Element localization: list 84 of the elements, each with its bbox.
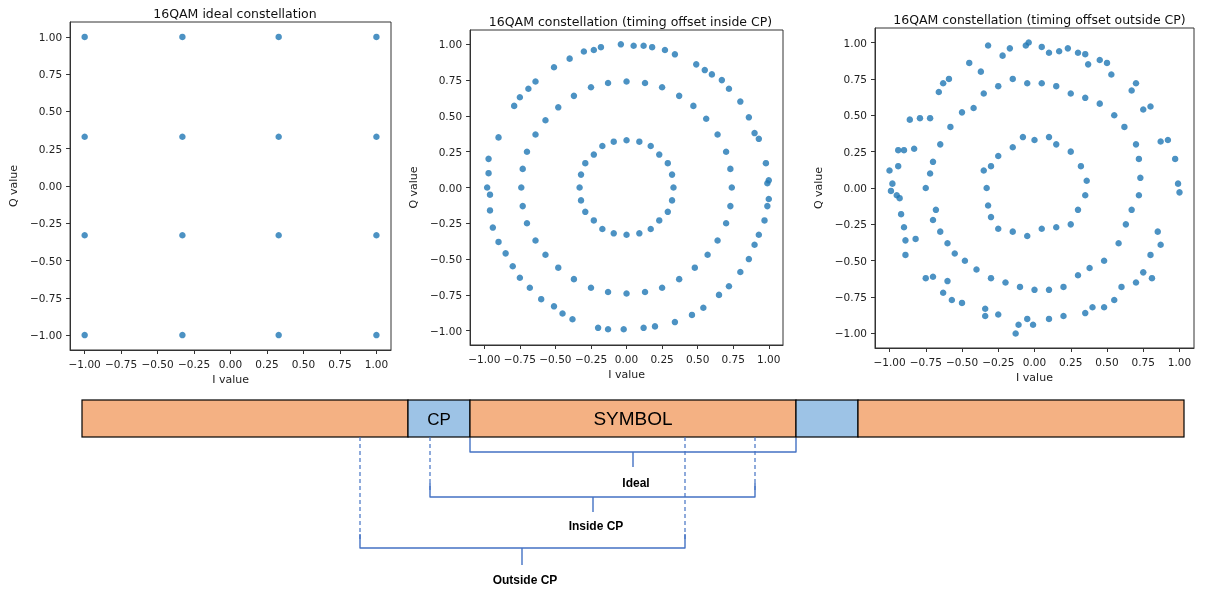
- x-tick-label: 0.00: [218, 357, 243, 370]
- chart-title: 16QAM constellation (timing offset inside CP): [488, 14, 773, 29]
- y-tick-label: 0.00: [438, 181, 463, 194]
- x-tick-label: −1.00: [873, 355, 906, 368]
- y-tick-label: 1.00: [38, 30, 63, 43]
- y-tick-label: −1.00: [29, 329, 63, 342]
- point: [179, 231, 186, 239]
- point: [373, 331, 380, 339]
- x-tick-label: 0.50: [291, 357, 316, 370]
- x-tick-label: 1.00: [364, 357, 389, 370]
- x-tick-label: −0.50: [141, 357, 174, 370]
- point: [373, 33, 380, 41]
- x-tick-label: −0.50: [539, 352, 572, 365]
- y-tick-label: −0.75: [834, 291, 867, 304]
- x-tick-label: −0.75: [503, 352, 536, 365]
- x-tick-label: −0.50: [945, 355, 979, 368]
- point: [275, 133, 282, 141]
- point: [179, 33, 186, 41]
- point: [81, 331, 88, 339]
- text: Inside CP: [568, 519, 624, 533]
- y-tick-label: 0.00: [843, 182, 867, 194]
- x-tick-label: 0.00: [614, 352, 639, 365]
- x-tick-label: −0.25: [574, 352, 608, 365]
- x-tick-label: 0.75: [1131, 355, 1155, 368]
- x-tick-label: −0.75: [105, 357, 138, 370]
- y-tick-label: −0.75: [429, 288, 463, 301]
- y-tick-label: 0.75: [438, 74, 463, 87]
- x-tick-label: −0.75: [909, 355, 942, 368]
- point: [81, 133, 88, 141]
- point: [373, 231, 380, 239]
- chart-title: 16QAM constellation (timing offset outside CP): [893, 12, 1186, 27]
- x-tick-label: 0.00: [1022, 355, 1047, 368]
- y-tick-label: 0.50: [38, 105, 63, 118]
- y-tick-label: −1.00: [429, 324, 463, 337]
- y-tick-label: −0.50: [29, 254, 63, 267]
- x-tick-label: −0.25: [982, 355, 1015, 368]
- y-tick-label: 1.00: [438, 38, 463, 51]
- point: [275, 33, 282, 41]
- chart-title: 16QAM ideal constellation: [153, 6, 317, 21]
- y-tick-label: 0.75: [843, 72, 867, 85]
- x-tick-label: 1.00: [1167, 355, 1192, 368]
- x-tick-label: 0.25: [650, 352, 674, 365]
- y-tick-label: 1.00: [843, 36, 867, 49]
- y-tick-label: −0.50: [834, 254, 867, 267]
- x-tick-label: −1.00: [468, 352, 501, 365]
- text: Outside CP: [492, 573, 558, 587]
- y-tick-label: −0.75: [29, 291, 63, 304]
- point: [275, 331, 282, 339]
- x-axis-title: I value: [1016, 371, 1054, 384]
- y-axis-title: Q value: [811, 166, 825, 210]
- x-axis-title: I value: [608, 368, 646, 381]
- y-tick-label: 0.75: [38, 68, 63, 81]
- x-tick-label: −0.25: [177, 357, 211, 370]
- x-tick-label: 0.75: [721, 352, 745, 365]
- y-tick-label: 0.25: [438, 145, 463, 158]
- y-tick-label: 0.00: [38, 180, 63, 192]
- y-tick-label: 0.25: [38, 142, 63, 155]
- point: [81, 231, 88, 239]
- y-tick-label: −0.25: [429, 217, 463, 230]
- y-tick-label: 0.50: [843, 109, 867, 122]
- point: [81, 33, 88, 41]
- y-axis-title: Q value: [7, 164, 20, 208]
- x-tick-label: −1.00: [68, 357, 101, 370]
- x-tick-label: 0.25: [1059, 355, 1083, 368]
- text: CP: [427, 410, 451, 429]
- text: Ideal: [622, 476, 650, 490]
- x-tick-label: 0.25: [255, 357, 279, 370]
- x-tick-label: 0.50: [1095, 355, 1119, 368]
- point: [179, 133, 186, 141]
- point: [373, 133, 380, 141]
- x-tick-label: 1.00: [757, 352, 781, 365]
- point: [275, 231, 282, 239]
- y-tick-label: −1.00: [834, 327, 867, 340]
- y-tick-label: −0.25: [834, 218, 867, 231]
- text: SYMBOL: [593, 408, 673, 429]
- x-axis-title: I value: [212, 373, 250, 386]
- x-tick-label: 0.75: [328, 357, 352, 370]
- point: [179, 331, 186, 339]
- y-tick-label: 0.25: [843, 145, 867, 158]
- y-tick-label: −0.50: [429, 253, 463, 266]
- y-axis-title: Q value: [407, 166, 420, 209]
- y-tick-label: 0.50: [438, 109, 463, 122]
- x-tick-label: 0.50: [685, 352, 710, 365]
- y-tick-label: −0.25: [29, 217, 63, 230]
